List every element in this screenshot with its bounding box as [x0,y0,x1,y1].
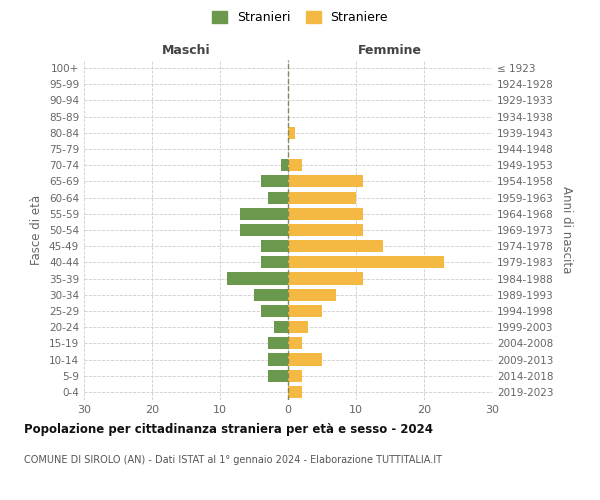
Bar [288,305,322,317]
Bar [281,159,288,172]
Bar [288,176,363,188]
Bar [288,338,302,349]
Bar [274,321,288,333]
Bar [241,208,288,220]
Bar [288,127,295,139]
Bar [288,192,356,203]
Bar [261,256,288,268]
Text: Femmine: Femmine [358,44,422,57]
Bar [268,338,288,349]
Bar [288,208,363,220]
Bar [288,240,383,252]
Bar [261,176,288,188]
Bar [261,305,288,317]
Bar [241,224,288,236]
Bar [288,224,363,236]
Bar [288,272,363,284]
Bar [261,240,288,252]
Bar [288,288,335,301]
Y-axis label: Anni di nascita: Anni di nascita [560,186,573,274]
Bar [288,159,302,172]
Y-axis label: Fasce di età: Fasce di età [31,195,43,265]
Text: COMUNE DI SIROLO (AN) - Dati ISTAT al 1° gennaio 2024 - Elaborazione TUTTITALIA.: COMUNE DI SIROLO (AN) - Dati ISTAT al 1°… [24,455,442,465]
Text: Maschi: Maschi [161,44,211,57]
Bar [288,386,302,398]
Bar [288,321,308,333]
Bar [268,192,288,203]
Bar [227,272,288,284]
Text: Popolazione per cittadinanza straniera per età e sesso - 2024: Popolazione per cittadinanza straniera p… [24,422,433,436]
Bar [288,370,302,382]
Bar [254,288,288,301]
Bar [268,354,288,366]
Bar [288,354,322,366]
Bar [268,370,288,382]
Bar [288,256,445,268]
Legend: Stranieri, Straniere: Stranieri, Straniere [207,6,393,29]
